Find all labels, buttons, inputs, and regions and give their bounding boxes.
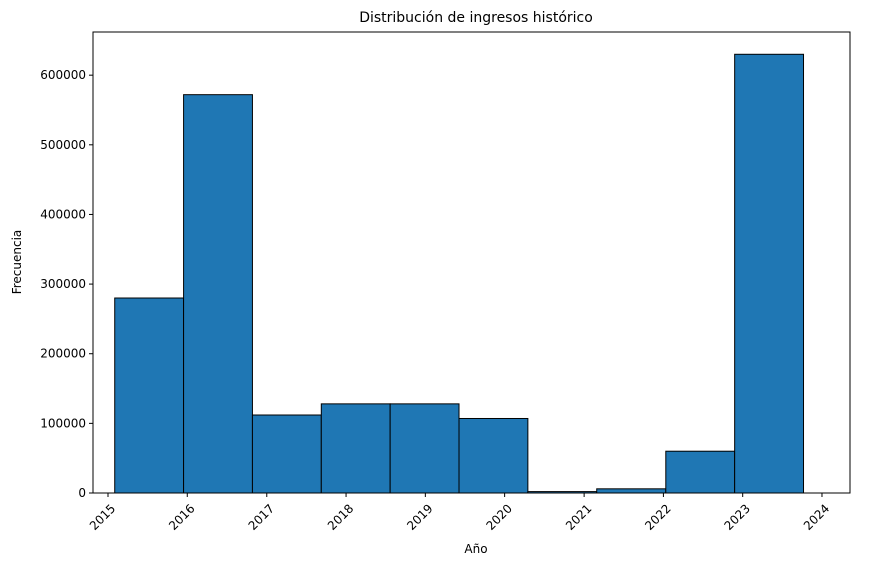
y-tick-label: 100000: [40, 416, 86, 430]
x-tick-label: 2017: [246, 501, 277, 532]
x-tick-label: 2022: [642, 501, 673, 532]
x-axis-label: Año: [464, 542, 487, 556]
y-axis-ticks: 0 100000 200000 300000 400000 500000 600000: [40, 68, 93, 500]
plot-frame: [92, 31, 851, 494]
x-tick-label: 2016: [166, 501, 197, 532]
histogram-bar: [734, 53, 805, 494]
y-tick-label: 400000: [40, 207, 86, 221]
y-tick-label: 600000: [40, 68, 86, 82]
histogram-bar: [665, 450, 736, 494]
x-axis-ticks: 2015 2016 2017 2018 2019 2020 2021 2022 2023 2024: [87, 493, 832, 533]
y-tick-label: 300000: [40, 277, 86, 291]
y-tick-label: 500000: [40, 138, 86, 152]
x-tick-label: 2023: [722, 501, 753, 532]
y-tick-label: 200000: [40, 347, 86, 361]
x-tick-label: 2020: [483, 501, 514, 532]
x-tick-label: 2018: [325, 501, 356, 532]
histogram-bar: [596, 488, 667, 494]
histogram-bar: [389, 403, 460, 494]
bars-layer: [114, 53, 805, 494]
histogram-bar: [458, 417, 529, 494]
histogram-bar: [183, 94, 253, 494]
x-tick-label: 2019: [404, 501, 435, 532]
chart-title: Distribución de ingresos histórico: [359, 10, 593, 26]
histogram-bar: [114, 297, 185, 494]
y-axis-label: Frecuencia: [10, 230, 24, 295]
x-tick-label: 2024: [801, 501, 832, 532]
histogram-bar: [251, 414, 322, 494]
x-tick-label: 2021: [563, 501, 594, 532]
histogram-bar: [320, 403, 391, 494]
x-tick-label: 2015: [87, 501, 118, 532]
y-tick-label: 0: [78, 486, 86, 500]
